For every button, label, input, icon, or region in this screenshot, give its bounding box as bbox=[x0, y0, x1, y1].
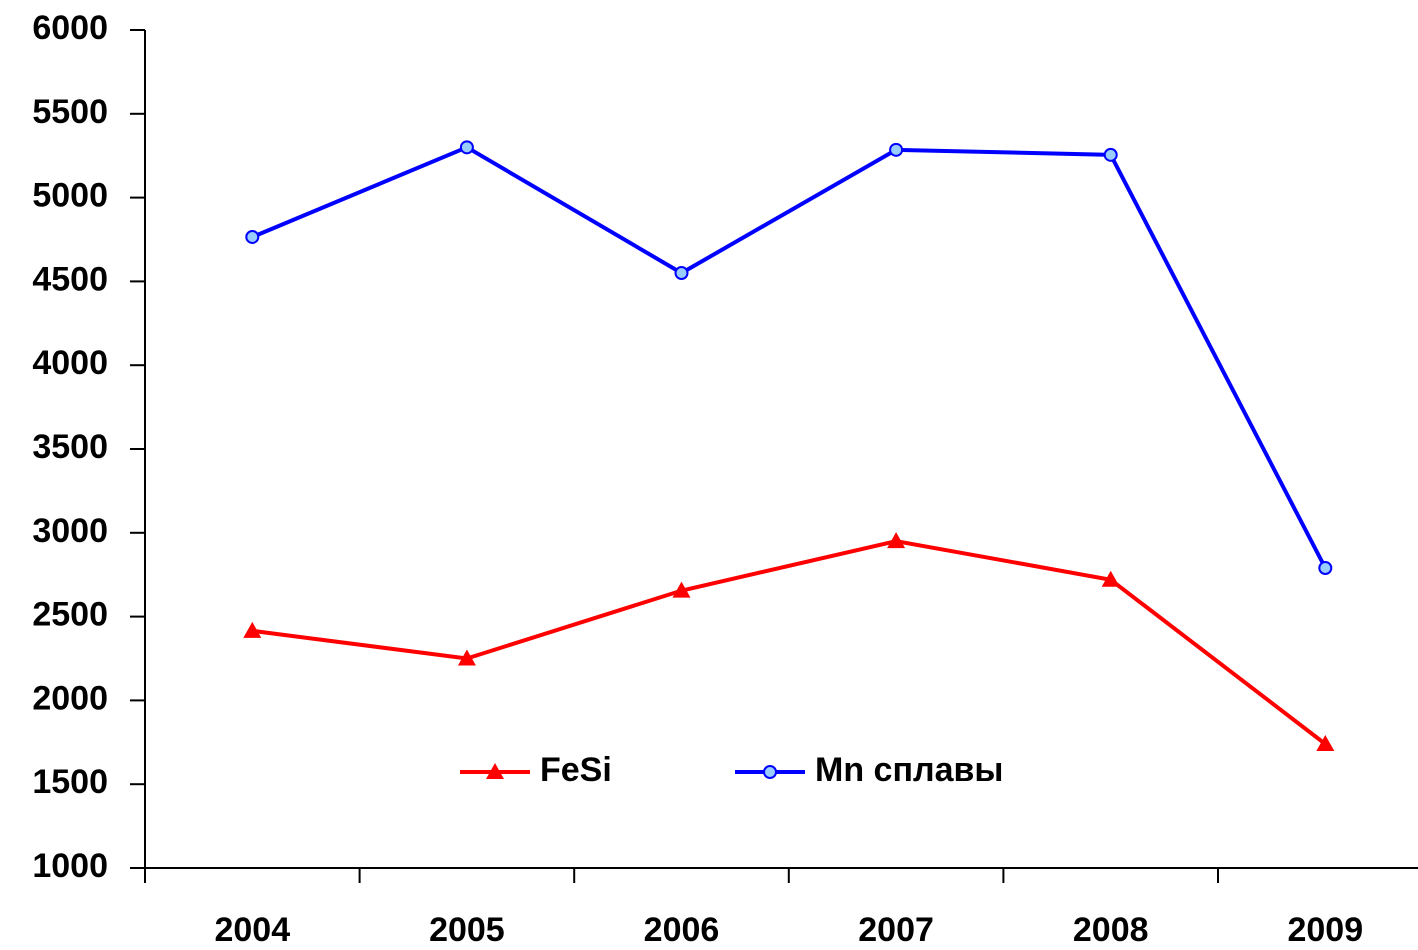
y-tick-label: 6000 bbox=[32, 9, 108, 47]
y-tick-label: 4500 bbox=[32, 260, 108, 298]
y-tick-label: 5000 bbox=[32, 177, 108, 215]
marker bbox=[245, 229, 260, 244]
series-line bbox=[252, 539, 1327, 746]
y-tick-label: 3500 bbox=[32, 428, 108, 466]
marker bbox=[674, 266, 689, 281]
marker bbox=[1103, 147, 1118, 162]
x-tick-label: 2007 bbox=[858, 911, 934, 949]
marker bbox=[672, 581, 691, 598]
x-tick-label: 2008 bbox=[1073, 911, 1149, 949]
y-tick-label: 4000 bbox=[32, 344, 108, 382]
marker bbox=[459, 140, 474, 155]
legend-marker bbox=[763, 765, 777, 779]
marker bbox=[887, 532, 906, 549]
legend-marker bbox=[486, 763, 504, 779]
x-tick-label: 2009 bbox=[1287, 911, 1363, 949]
series-line bbox=[251, 145, 1328, 569]
legend-label: FeSi bbox=[540, 751, 612, 789]
y-tick-label: 2000 bbox=[32, 679, 108, 717]
marker bbox=[1101, 570, 1120, 587]
x-tick-label: 2005 bbox=[429, 911, 505, 949]
marker bbox=[1316, 734, 1335, 751]
y-tick-label: 1000 bbox=[32, 847, 108, 885]
legend-label: Mn сплавы bbox=[815, 751, 1003, 789]
marker bbox=[457, 649, 476, 666]
x-tick-label: 2004 bbox=[214, 911, 290, 949]
y-tick-label: 2500 bbox=[32, 596, 108, 634]
y-tick-label: 3000 bbox=[32, 512, 108, 550]
x-tick-label: 2006 bbox=[644, 911, 720, 949]
y-tick-label: 1500 bbox=[32, 763, 108, 801]
marker bbox=[1318, 560, 1333, 575]
marker bbox=[243, 621, 262, 638]
y-tick-label: 5500 bbox=[32, 93, 108, 131]
marker bbox=[889, 142, 904, 157]
